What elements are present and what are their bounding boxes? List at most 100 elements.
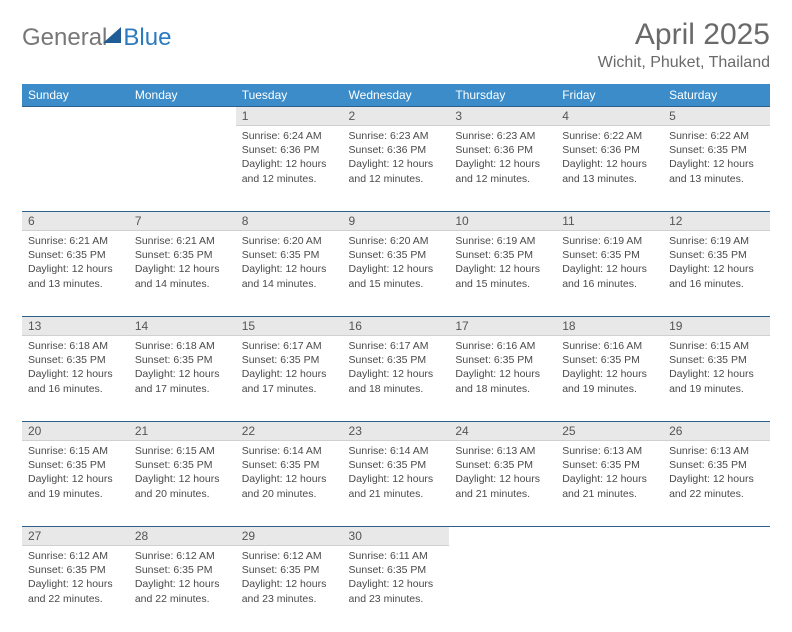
logo: General Blue [22,24,171,52]
day-content-row: Sunrise: 6:18 AMSunset: 6:35 PMDaylight:… [22,336,770,422]
day-cell: Sunrise: 6:13 AMSunset: 6:35 PMDaylight:… [449,441,556,527]
day-cell: Sunrise: 6:20 AMSunset: 6:35 PMDaylight:… [236,231,343,317]
day-cell [449,546,556,632]
page-header: General Blue April 2025 Wichit, Phuket, … [22,18,770,72]
day-number-cell: 20 [22,422,129,441]
day-number-row: 6789101112 [22,212,770,231]
column-header: Sunday [22,84,129,107]
day-number-cell: 25 [556,422,663,441]
column-header: Tuesday [236,84,343,107]
day-details: Sunrise: 6:13 AMSunset: 6:35 PMDaylight:… [449,441,556,507]
day-details: Sunrise: 6:14 AMSunset: 6:35 PMDaylight:… [236,441,343,507]
day-details: Sunrise: 6:15 AMSunset: 6:35 PMDaylight:… [663,336,770,402]
day-number-row: 20212223242526 [22,422,770,441]
logo-text-general: General [22,24,107,52]
day-number-cell: 14 [129,317,236,336]
day-cell: Sunrise: 6:22 AMSunset: 6:36 PMDaylight:… [556,126,663,212]
day-cell: Sunrise: 6:19 AMSunset: 6:35 PMDaylight:… [449,231,556,317]
day-number-cell: 4 [556,107,663,126]
day-cell: Sunrise: 6:19 AMSunset: 6:35 PMDaylight:… [663,231,770,317]
day-number-cell: 26 [663,422,770,441]
day-cell: Sunrise: 6:13 AMSunset: 6:35 PMDaylight:… [556,441,663,527]
day-number-row: 27282930 [22,527,770,546]
day-details: Sunrise: 6:20 AMSunset: 6:35 PMDaylight:… [236,231,343,297]
day-number-cell: 2 [343,107,450,126]
day-cell: Sunrise: 6:12 AMSunset: 6:35 PMDaylight:… [22,546,129,632]
day-number-row: 12345 [22,107,770,126]
day-number-cell: 1 [236,107,343,126]
day-cell: Sunrise: 6:14 AMSunset: 6:35 PMDaylight:… [343,441,450,527]
day-number-cell: 22 [236,422,343,441]
day-details: Sunrise: 6:13 AMSunset: 6:35 PMDaylight:… [556,441,663,507]
day-number-cell [449,527,556,546]
day-number-cell: 28 [129,527,236,546]
day-number-cell: 9 [343,212,450,231]
day-cell [22,126,129,212]
column-header: Thursday [449,84,556,107]
day-cell [129,126,236,212]
day-content-row: Sunrise: 6:21 AMSunset: 6:35 PMDaylight:… [22,231,770,317]
day-cell: Sunrise: 6:18 AMSunset: 6:35 PMDaylight:… [129,336,236,422]
day-cell: Sunrise: 6:15 AMSunset: 6:35 PMDaylight:… [22,441,129,527]
day-details: Sunrise: 6:14 AMSunset: 6:35 PMDaylight:… [343,441,450,507]
day-number-cell [22,107,129,126]
day-cell: Sunrise: 6:17 AMSunset: 6:35 PMDaylight:… [343,336,450,422]
day-details: Sunrise: 6:22 AMSunset: 6:35 PMDaylight:… [663,126,770,192]
day-cell: Sunrise: 6:14 AMSunset: 6:35 PMDaylight:… [236,441,343,527]
day-details: Sunrise: 6:21 AMSunset: 6:35 PMDaylight:… [22,231,129,297]
day-cell: Sunrise: 6:21 AMSunset: 6:35 PMDaylight:… [129,231,236,317]
day-details: Sunrise: 6:19 AMSunset: 6:35 PMDaylight:… [449,231,556,297]
day-number-cell: 30 [343,527,450,546]
day-number-cell: 23 [343,422,450,441]
day-number-cell: 17 [449,317,556,336]
day-number-cell: 7 [129,212,236,231]
day-number-cell: 16 [343,317,450,336]
day-number-cell: 24 [449,422,556,441]
day-number-cell [556,527,663,546]
day-details: Sunrise: 6:12 AMSunset: 6:35 PMDaylight:… [22,546,129,612]
logo-text-blue: Blue [123,24,171,52]
day-cell: Sunrise: 6:11 AMSunset: 6:35 PMDaylight:… [343,546,450,632]
day-cell: Sunrise: 6:12 AMSunset: 6:35 PMDaylight:… [236,546,343,632]
day-cell: Sunrise: 6:24 AMSunset: 6:36 PMDaylight:… [236,126,343,212]
logo-triangle-icon [103,27,121,43]
day-number-cell: 8 [236,212,343,231]
column-header: Saturday [663,84,770,107]
day-content-row: Sunrise: 6:24 AMSunset: 6:36 PMDaylight:… [22,126,770,212]
day-cell: Sunrise: 6:23 AMSunset: 6:36 PMDaylight:… [449,126,556,212]
column-header: Wednesday [343,84,450,107]
location-subtitle: Wichit, Phuket, Thailand [598,54,770,72]
day-cell: Sunrise: 6:22 AMSunset: 6:35 PMDaylight:… [663,126,770,212]
column-header: Friday [556,84,663,107]
day-cell: Sunrise: 6:15 AMSunset: 6:35 PMDaylight:… [663,336,770,422]
day-number-cell: 21 [129,422,236,441]
day-number-cell: 27 [22,527,129,546]
column-header: Monday [129,84,236,107]
calendar-table: SundayMondayTuesdayWednesdayThursdayFrid… [22,84,770,632]
day-details: Sunrise: 6:24 AMSunset: 6:36 PMDaylight:… [236,126,343,192]
day-details: Sunrise: 6:18 AMSunset: 6:35 PMDaylight:… [22,336,129,402]
day-cell: Sunrise: 6:13 AMSunset: 6:35 PMDaylight:… [663,441,770,527]
day-details: Sunrise: 6:20 AMSunset: 6:35 PMDaylight:… [343,231,450,297]
day-number-row: 13141516171819 [22,317,770,336]
day-cell: Sunrise: 6:12 AMSunset: 6:35 PMDaylight:… [129,546,236,632]
day-details: Sunrise: 6:16 AMSunset: 6:35 PMDaylight:… [556,336,663,402]
day-number-cell: 5 [663,107,770,126]
day-details: Sunrise: 6:19 AMSunset: 6:35 PMDaylight:… [663,231,770,297]
day-details: Sunrise: 6:15 AMSunset: 6:35 PMDaylight:… [22,441,129,507]
day-cell: Sunrise: 6:20 AMSunset: 6:35 PMDaylight:… [343,231,450,317]
day-details: Sunrise: 6:22 AMSunset: 6:36 PMDaylight:… [556,126,663,192]
day-number-cell: 18 [556,317,663,336]
day-number-cell: 3 [449,107,556,126]
day-cell: Sunrise: 6:15 AMSunset: 6:35 PMDaylight:… [129,441,236,527]
day-details: Sunrise: 6:19 AMSunset: 6:35 PMDaylight:… [556,231,663,297]
day-number-cell: 19 [663,317,770,336]
day-details: Sunrise: 6:18 AMSunset: 6:35 PMDaylight:… [129,336,236,402]
day-cell: Sunrise: 6:19 AMSunset: 6:35 PMDaylight:… [556,231,663,317]
day-number-cell: 13 [22,317,129,336]
day-number-cell [663,527,770,546]
day-cell: Sunrise: 6:21 AMSunset: 6:35 PMDaylight:… [22,231,129,317]
day-cell: Sunrise: 6:23 AMSunset: 6:36 PMDaylight:… [343,126,450,212]
day-content-row: Sunrise: 6:15 AMSunset: 6:35 PMDaylight:… [22,441,770,527]
day-cell: Sunrise: 6:18 AMSunset: 6:35 PMDaylight:… [22,336,129,422]
